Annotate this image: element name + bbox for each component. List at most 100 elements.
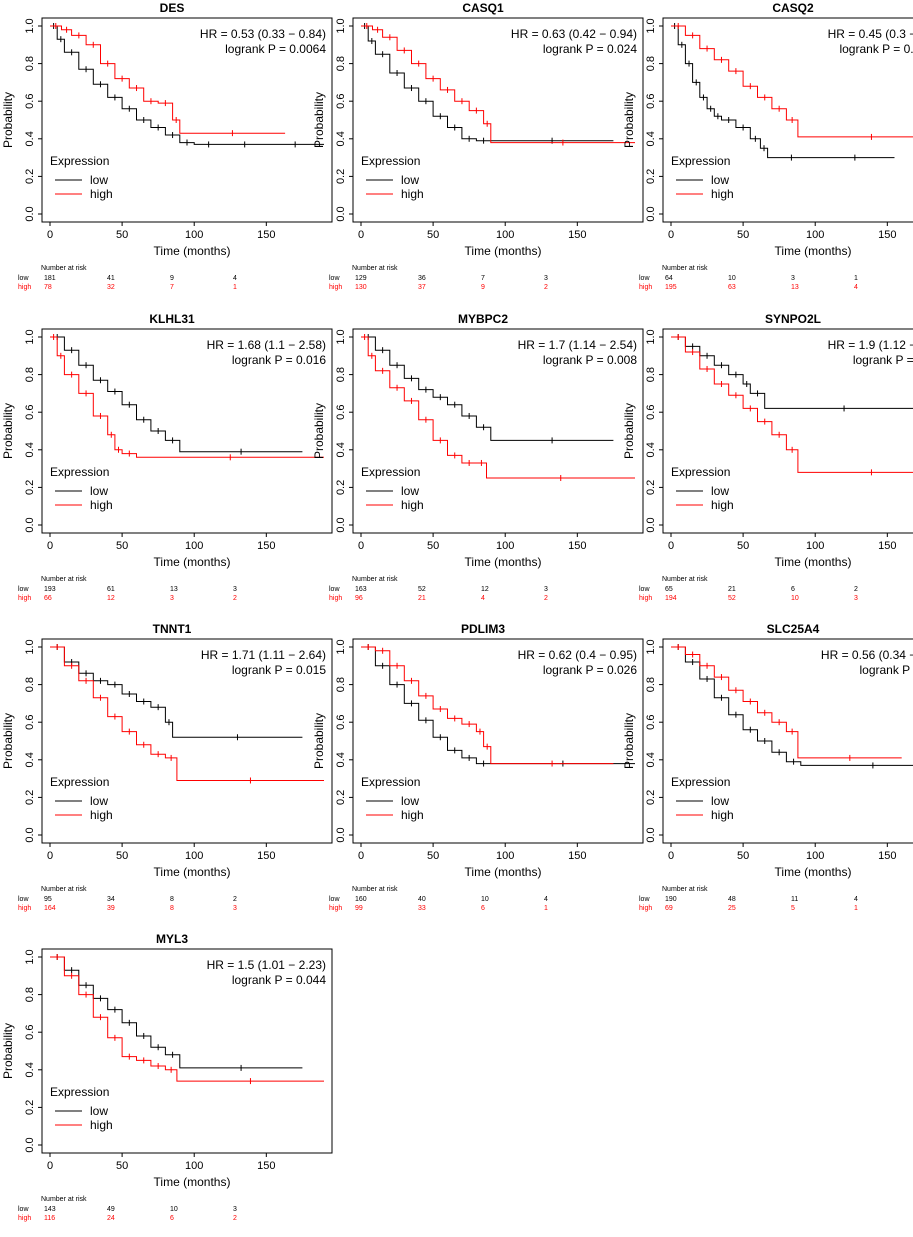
y-tick-label: 0.0 (335, 827, 347, 842)
y-tick-label: 0.6 (24, 94, 36, 109)
y-tick-label: 0.8 (335, 56, 347, 71)
logrank-p-annotation: logrank P = 0.016 (232, 353, 327, 367)
legend-low-label: low (401, 794, 419, 808)
x-axis-label: Time (months) (154, 555, 231, 569)
y-axis-label: Probability (312, 92, 326, 148)
risk-count-low: 95 (44, 896, 52, 903)
y-tick-label: 0.4 (24, 1062, 36, 1077)
y-tick-label: 0.4 (335, 752, 347, 767)
x-tick-label: 50 (427, 229, 439, 241)
risk-count-low: 10 (481, 896, 489, 903)
y-tick-label: 0.2 (24, 169, 36, 184)
legend-title: Expression (361, 154, 420, 168)
risk-count-high: 4 (854, 284, 858, 291)
curve-low (50, 646, 303, 738)
risk-count-high: 130 (355, 284, 367, 291)
risk-row-label-low: low (18, 275, 29, 282)
panel-title: CASQ2 (772, 1, 814, 15)
risk-count-high: 25 (728, 905, 736, 912)
x-tick-label: 100 (806, 850, 824, 862)
legend-low-label: low (401, 173, 419, 187)
risk-count-low: 10 (728, 275, 736, 282)
x-tick-label: 150 (568, 850, 586, 862)
x-tick-label: 0 (668, 850, 674, 862)
y-tick-label: 0.4 (24, 131, 36, 146)
x-tick-label: 100 (806, 540, 824, 552)
x-axis-label: Time (months) (465, 244, 542, 258)
risk-count-high: 6 (170, 1215, 174, 1222)
km-panel-casq1: CASQ1 0.0 0.2 0.4 0.6 0.8 1.0 Probability 0 50 100… (312, 1, 644, 291)
risk-table-title: Number at risk (352, 576, 398, 583)
y-tick-label: 0.2 (645, 480, 657, 495)
legend-low-label: low (711, 794, 729, 808)
risk-count-low: 3 (233, 1206, 237, 1213)
risk-count-low: 21 (728, 586, 736, 593)
panel-title: SLC25A4 (767, 622, 820, 636)
y-tick-label: 0.2 (335, 480, 347, 495)
risk-table-title: Number at risk (41, 576, 87, 583)
risk-count-low: 34 (107, 896, 115, 903)
hr-annotation: HR = 0.62 (0.4 − 0.95) (518, 648, 637, 662)
y-axis-label: Probability (312, 403, 326, 459)
risk-count-low: 3 (544, 586, 548, 593)
legend-high-label: high (90, 187, 113, 201)
risk-count-high: 52 (728, 595, 736, 602)
legend-title: Expression (361, 465, 420, 479)
legend-high-label: high (90, 808, 113, 822)
x-tick-label: 0 (358, 540, 364, 552)
risk-count-high: 66 (44, 595, 52, 602)
legend-high-label: high (90, 1118, 113, 1132)
km-panel-myl3: MYL3 0.0 0.2 0.4 0.6 0.8 1.0 Probability 0 50 100 1… (1, 932, 333, 1222)
panel-title: MYBPC2 (458, 312, 508, 326)
y-tick-label: 0.8 (24, 677, 36, 692)
legend-low-label: low (90, 1104, 108, 1118)
risk-count-low: 3 (233, 586, 237, 593)
y-tick-label: 0.8 (645, 56, 657, 71)
legend-title: Expression (50, 1085, 109, 1099)
risk-count-low: 65 (665, 586, 673, 593)
y-tick-label: 0.8 (24, 56, 36, 71)
risk-table-title: Number at risk (41, 886, 87, 893)
logrank-p-annotation: logrank P = 0.026 (543, 663, 638, 677)
y-tick-label: 0.8 (335, 677, 347, 692)
x-axis-label: Time (months) (775, 865, 852, 879)
y-axis-label: Probability (1, 713, 15, 769)
km-panel-des: DES 0.0 0.2 0.4 0.6 0.8 1.0 Probability 0 50 100 15… (1, 1, 333, 291)
y-tick-label: 1.0 (335, 639, 347, 654)
legend-high-label: high (711, 187, 734, 201)
risk-count-low: 1 (854, 275, 858, 282)
y-tick-label: 0.4 (24, 442, 36, 457)
risk-count-high: 2 (544, 595, 548, 602)
curve-high (671, 336, 913, 473)
hr-annotation: HR = 1.68 (1.1 − 2.58) (207, 338, 326, 352)
panel-title: KLHL31 (149, 312, 195, 326)
risk-count-high: 24 (107, 1215, 115, 1222)
x-tick-label: 100 (806, 229, 824, 241)
risk-table-title: Number at risk (662, 265, 708, 272)
x-tick-label: 50 (427, 540, 439, 552)
risk-count-low: 12 (481, 586, 489, 593)
y-tick-label: 0.2 (24, 790, 36, 805)
risk-count-low: 40 (418, 896, 426, 903)
y-tick-label: 0.0 (335, 206, 347, 221)
risk-count-high: 32 (107, 284, 115, 291)
y-tick-label: 0.6 (24, 715, 36, 730)
logrank-p-annotation: logrank P = 0.015 (232, 663, 327, 677)
risk-count-low: 9 (170, 275, 174, 282)
x-axis-label: Time (months) (465, 555, 542, 569)
curve-low (361, 336, 614, 441)
risk-count-high: 2 (544, 284, 548, 291)
y-tick-label: 1.0 (645, 18, 657, 33)
risk-count-high: 78 (44, 284, 52, 291)
legend-low-label: low (711, 173, 729, 187)
y-axis-label: Probability (622, 403, 636, 459)
logrank-p-annotation: logrank P = 0.008 (543, 353, 638, 367)
x-axis-label: Time (months) (465, 865, 542, 879)
curve-low (361, 25, 614, 142)
risk-count-low: 48 (728, 896, 736, 903)
risk-count-low: 52 (418, 586, 426, 593)
risk-count-high: 99 (355, 905, 363, 912)
risk-count-low: 3 (544, 275, 548, 282)
risk-count-high: 21 (418, 595, 426, 602)
